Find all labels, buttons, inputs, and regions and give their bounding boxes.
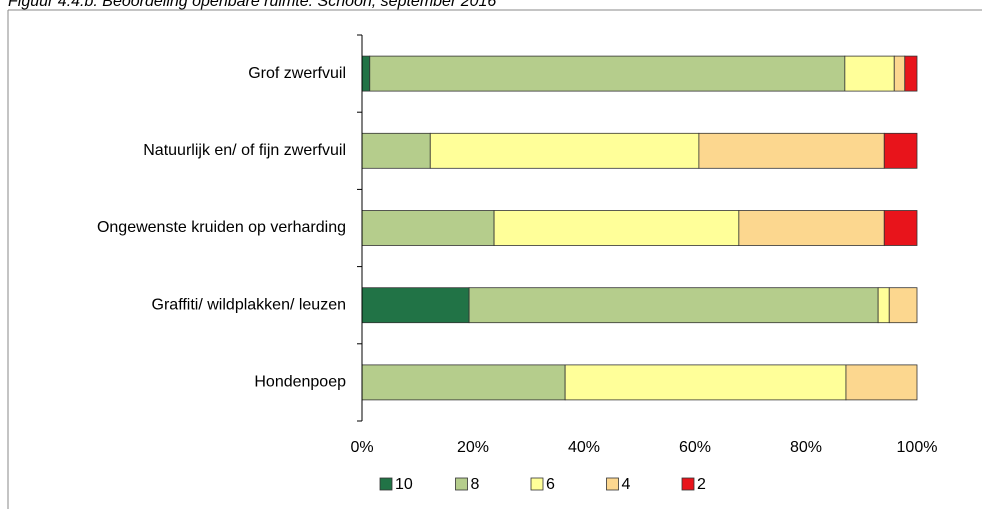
bar-segment — [883, 132, 918, 169]
bar-segment — [361, 210, 495, 246]
y-tick-label: Natuurlijk en/ of fijn zwerfvuil — [143, 142, 346, 159]
bar-segment — [369, 55, 846, 92]
x-tick-label: 0% — [350, 439, 373, 456]
y-tick-label: Grof zwerfvuil — [248, 65, 346, 82]
chart-title: Figuur 4.4.b. Beoordeling openbare ruimt… — [8, 0, 496, 10]
bar-segment — [361, 364, 566, 401]
x-tick-label: 100% — [897, 439, 938, 456]
bar-segment — [698, 132, 885, 169]
legend-swatch — [606, 477, 619, 491]
y-tick-label: Hondenpoep — [254, 374, 346, 391]
bar-segment — [738, 210, 885, 246]
bar-segment — [904, 55, 918, 92]
bar-segment — [893, 55, 906, 92]
bar-segment — [493, 210, 740, 246]
bar-segment — [888, 287, 918, 324]
legend-label: 8 — [471, 476, 480, 493]
legend-swatch — [681, 477, 695, 491]
legend-label: 6 — [546, 476, 555, 493]
x-tick-label: 60% — [679, 439, 711, 456]
bar-segment — [844, 55, 895, 92]
y-tick-label: Graffiti/ wildplakken/ leuzen — [152, 296, 346, 313]
legend-swatch — [530, 477, 544, 491]
bar-segment — [361, 287, 470, 324]
x-tick-label: 20% — [457, 439, 489, 456]
x-tick-label: 80% — [790, 439, 822, 456]
bar-segment — [877, 287, 890, 324]
legend-swatch — [379, 477, 393, 491]
bar-segment — [468, 287, 879, 324]
legend-swatch — [455, 477, 468, 491]
bar-segment — [883, 210, 918, 246]
bar-segment — [361, 132, 431, 169]
x-tick-label: 40% — [568, 439, 600, 456]
y-tick-label: Ongewenste kruiden op verharding — [97, 219, 346, 236]
bar-segment — [845, 364, 918, 401]
legend-label: 2 — [697, 476, 706, 493]
legend-label: 10 — [395, 476, 413, 493]
bar-segment — [429, 132, 700, 169]
legend-label: 4 — [622, 476, 631, 493]
bar-segment — [564, 364, 847, 401]
bar-segment — [361, 55, 371, 92]
